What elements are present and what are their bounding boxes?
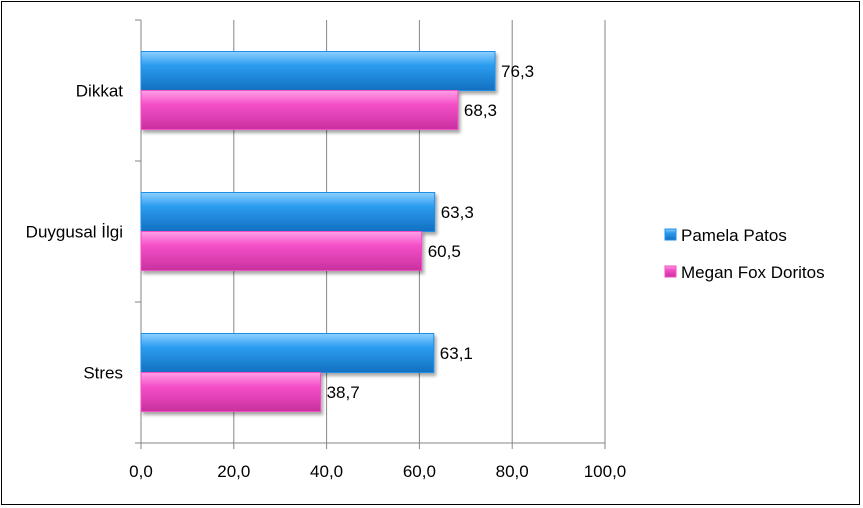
category-label: Duygusal İlgi bbox=[26, 223, 123, 242]
data-label: 38,7 bbox=[327, 383, 360, 402]
bar-pamela-patos bbox=[140, 51, 496, 91]
bars bbox=[140, 51, 496, 412]
x-tick-label: 40,0 bbox=[310, 462, 343, 481]
x-tick-label: 20,0 bbox=[217, 462, 250, 481]
x-tick-label: 60,0 bbox=[403, 462, 436, 481]
data-label: 63,3 bbox=[441, 203, 474, 222]
legend-label: Megan Fox Doritos bbox=[681, 263, 825, 282]
legend: Pamela Patos Megan Fox Doritos bbox=[664, 226, 825, 282]
category-label: Stres bbox=[83, 364, 123, 383]
x-tick-label: 100,0 bbox=[584, 462, 627, 481]
bar-megan-fox-doritos bbox=[140, 372, 322, 412]
data-labels: 76,3 68,3 63,3 60,5 63,1 38,7 bbox=[327, 62, 535, 402]
data-label: 63,1 bbox=[440, 344, 473, 363]
legend-swatch bbox=[664, 265, 677, 278]
category-label: Dikkat bbox=[76, 82, 124, 101]
data-label: 76,3 bbox=[501, 62, 534, 81]
bar-pamela-patos bbox=[140, 192, 436, 232]
bar-pamela-patos bbox=[140, 333, 435, 373]
x-tick-label: 0,0 bbox=[129, 462, 153, 481]
data-label: 68,3 bbox=[464, 101, 497, 120]
bar-megan-fox-doritos bbox=[140, 231, 423, 271]
x-tick-labels: 0,0 20,0 40,0 60,0 80,0 100,0 bbox=[129, 462, 626, 481]
category-labels: Dikkat Duygusal İlgi Stres bbox=[26, 82, 124, 383]
legend-swatch bbox=[664, 228, 677, 241]
data-label: 60,5 bbox=[428, 242, 461, 261]
bar-megan-fox-doritos bbox=[140, 90, 459, 130]
x-tick-label: 80,0 bbox=[496, 462, 529, 481]
legend-label: Pamela Patos bbox=[681, 226, 787, 245]
